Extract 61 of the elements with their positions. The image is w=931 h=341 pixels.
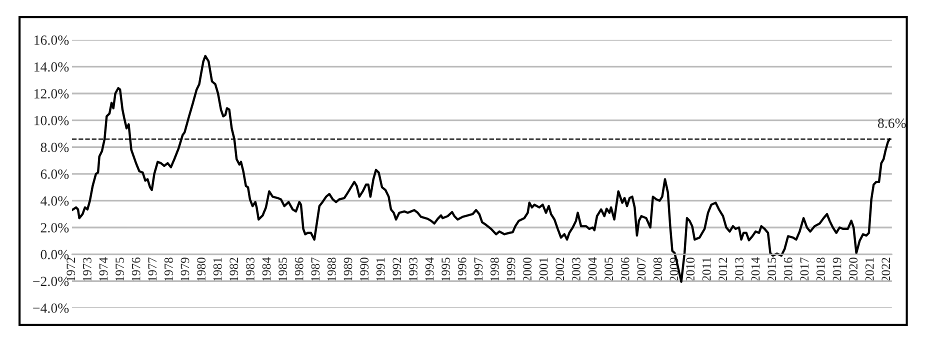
y-tick-label: 4.0%	[40, 196, 69, 206]
x-tick-label: 2013	[734, 258, 744, 282]
x-tick-label: 2017	[800, 257, 809, 282]
x-tick-label: 1973	[82, 258, 92, 281]
x-tick-label: 1984	[262, 257, 271, 281]
y-tick-label: 6.0%	[40, 169, 69, 179]
x-tick-label: 2016	[784, 257, 792, 282]
x-tick-label: 1979	[180, 258, 190, 281]
x-tick-label: 2012	[718, 258, 728, 282]
x-tick-label: 2000	[523, 258, 532, 282]
x-tick-label: 1993	[409, 258, 418, 281]
x-tick-label: 1987	[311, 257, 320, 281]
x-tick-label: 2001	[539, 258, 548, 282]
x-tick-label: 1981	[213, 258, 222, 281]
x-tick-label: 1998	[490, 258, 499, 281]
x-tick-label: 2008	[653, 258, 662, 282]
y-tick-label: 0.0%	[40, 250, 69, 260]
x-tick-label: 1992	[392, 258, 402, 281]
x-tick-label: 1982	[230, 258, 238, 281]
x-tick-label: 1983	[246, 258, 254, 281]
x-tick-label: 2018	[816, 258, 825, 282]
x-tick-label: 1997	[474, 257, 483, 281]
x-tick-label: 1978	[164, 258, 173, 281]
x-tick-label: 2015	[768, 258, 776, 282]
x-tick-label: 1991	[376, 258, 385, 281]
x-tick-label: 1988	[327, 258, 336, 281]
x-tick-label: 2014	[751, 257, 760, 282]
x-tick-label: 1995	[442, 258, 450, 281]
y-tick-label: 14.0%	[34, 62, 69, 72]
x-tick-label: 1985	[278, 258, 288, 281]
x-tick-label: 2007	[637, 257, 646, 282]
x-tick-label: 2004	[588, 257, 597, 282]
y-tick-label: −2.0%	[33, 276, 69, 286]
x-tick-label: 1976	[132, 257, 140, 281]
y-tick-label: 16.0%	[34, 35, 69, 45]
x-tick-label: 1994	[425, 257, 434, 281]
y-tick-label: −4.0%	[33, 304, 69, 313]
x-tick-label: 2010	[686, 258, 695, 282]
x-tick-label: 1974	[99, 257, 108, 281]
x-tick-label: 1986	[294, 257, 304, 281]
x-tick-label: 2006	[620, 257, 630, 282]
x-tick-label: 2022	[882, 258, 890, 282]
x-tick-label: 2020	[849, 258, 858, 282]
x-tick-label: 1989	[344, 258, 352, 281]
x-tick-label: 2021	[865, 258, 874, 282]
x-tick-label: 1990	[360, 258, 369, 281]
x-tick-label: 1977	[148, 257, 157, 281]
y-tick-label: 2.0%	[40, 223, 69, 233]
y-tick-label: 12.0%	[34, 89, 69, 99]
x-tick-label: 1996	[458, 257, 466, 281]
x-tick-label: 2011	[702, 258, 711, 282]
x-tick-label: 2019	[832, 258, 842, 282]
x-tick-label: 2005	[604, 258, 614, 282]
y-tick-label: 10.0%	[34, 116, 69, 126]
x-tick-label: 2002	[556, 258, 564, 282]
x-tick-label: 1975	[116, 258, 124, 281]
x-tick-label: 1972	[66, 258, 76, 281]
y-tick-label: 8.0%	[40, 142, 69, 152]
x-tick-label: 2003	[572, 258, 580, 282]
x-tick-label: 1999	[506, 258, 516, 281]
x-tick-label: 1980	[197, 258, 206, 281]
